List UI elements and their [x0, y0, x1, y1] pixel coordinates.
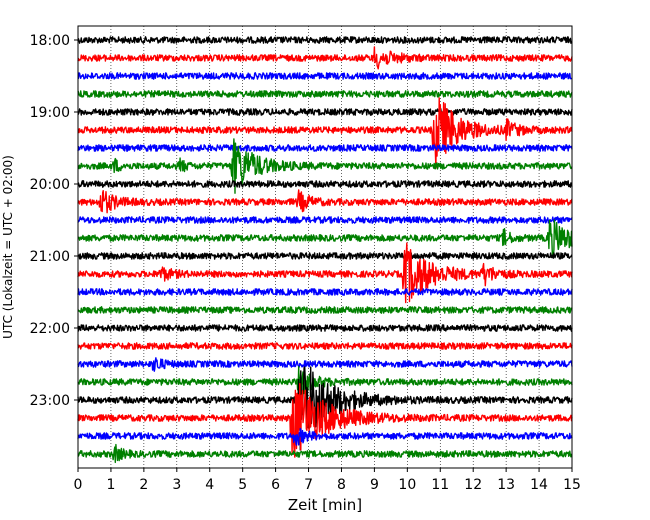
x-tick-label: 5 [238, 477, 247, 493]
y-tick-label: 23:00 [30, 393, 70, 409]
plot-frame [77, 25, 573, 469]
seismic-trace [77, 252, 573, 260]
seismic-trace [77, 180, 573, 188]
seismic-trace [77, 72, 573, 80]
trace-group [77, 36, 573, 464]
x-tick-label: 3 [172, 477, 181, 493]
x-tick-label: 14 [530, 477, 548, 493]
seismic-trace [77, 306, 573, 314]
y-tick-label: 22:00 [30, 321, 70, 337]
x-tick-label: 7 [304, 477, 313, 493]
seismic-trace [77, 144, 573, 152]
seismic-trace [77, 216, 573, 224]
x-tick-label: 12 [464, 477, 482, 493]
seismic-trace [77, 46, 573, 70]
x-tick-label: 11 [431, 477, 449, 493]
seismic-trace [77, 357, 573, 372]
y-axis: 18:00 19:00 20:00 21:00 22:00 23:00 [30, 33, 78, 409]
x-axis: 0 1 2 3 4 5 6 7 8 9 10 11 12 13 14 15 [74, 468, 581, 493]
x-tick-label: 8 [337, 477, 346, 493]
seismic-trace [77, 427, 573, 446]
seismic-trace [77, 90, 573, 98]
seismic-trace [77, 36, 573, 44]
y-tick-label: 18:00 [30, 33, 70, 49]
seismic-trace [77, 383, 573, 458]
x-tick-label: 4 [205, 477, 214, 493]
x-tick-label: 2 [139, 477, 148, 493]
x-tick-label: 9 [370, 477, 379, 493]
x-tick-label: 6 [271, 477, 280, 493]
y-tick-label: 19:00 [30, 105, 70, 121]
seismic-trace [77, 443, 573, 464]
seismic-trace [77, 97, 573, 169]
x-tick-label: 10 [398, 477, 416, 493]
y-tick-label: 21:00 [30, 249, 70, 265]
seismic-trace [77, 108, 573, 116]
y-tick-label: 20:00 [30, 177, 70, 193]
seismic-trace [77, 342, 573, 350]
y-axis-label: UTC (Lokalzeit = UTC + 02:00) [1, 155, 15, 339]
seismic-trace [77, 219, 573, 258]
seismic-trace [77, 324, 573, 332]
seismic-trace [77, 242, 573, 304]
seismic-trace [77, 189, 573, 214]
seismic-trace [77, 366, 573, 398]
x-tick-label: 13 [497, 477, 515, 493]
seismic-trace [77, 366, 573, 451]
x-axis-label: Zeit [min] [288, 496, 362, 514]
seismic-trace [77, 138, 573, 194]
x-tick-label: 15 [563, 477, 581, 493]
x-tick-label: 0 [74, 477, 83, 493]
x-tick-label: 1 [106, 477, 115, 493]
seismic-trace [77, 288, 573, 296]
